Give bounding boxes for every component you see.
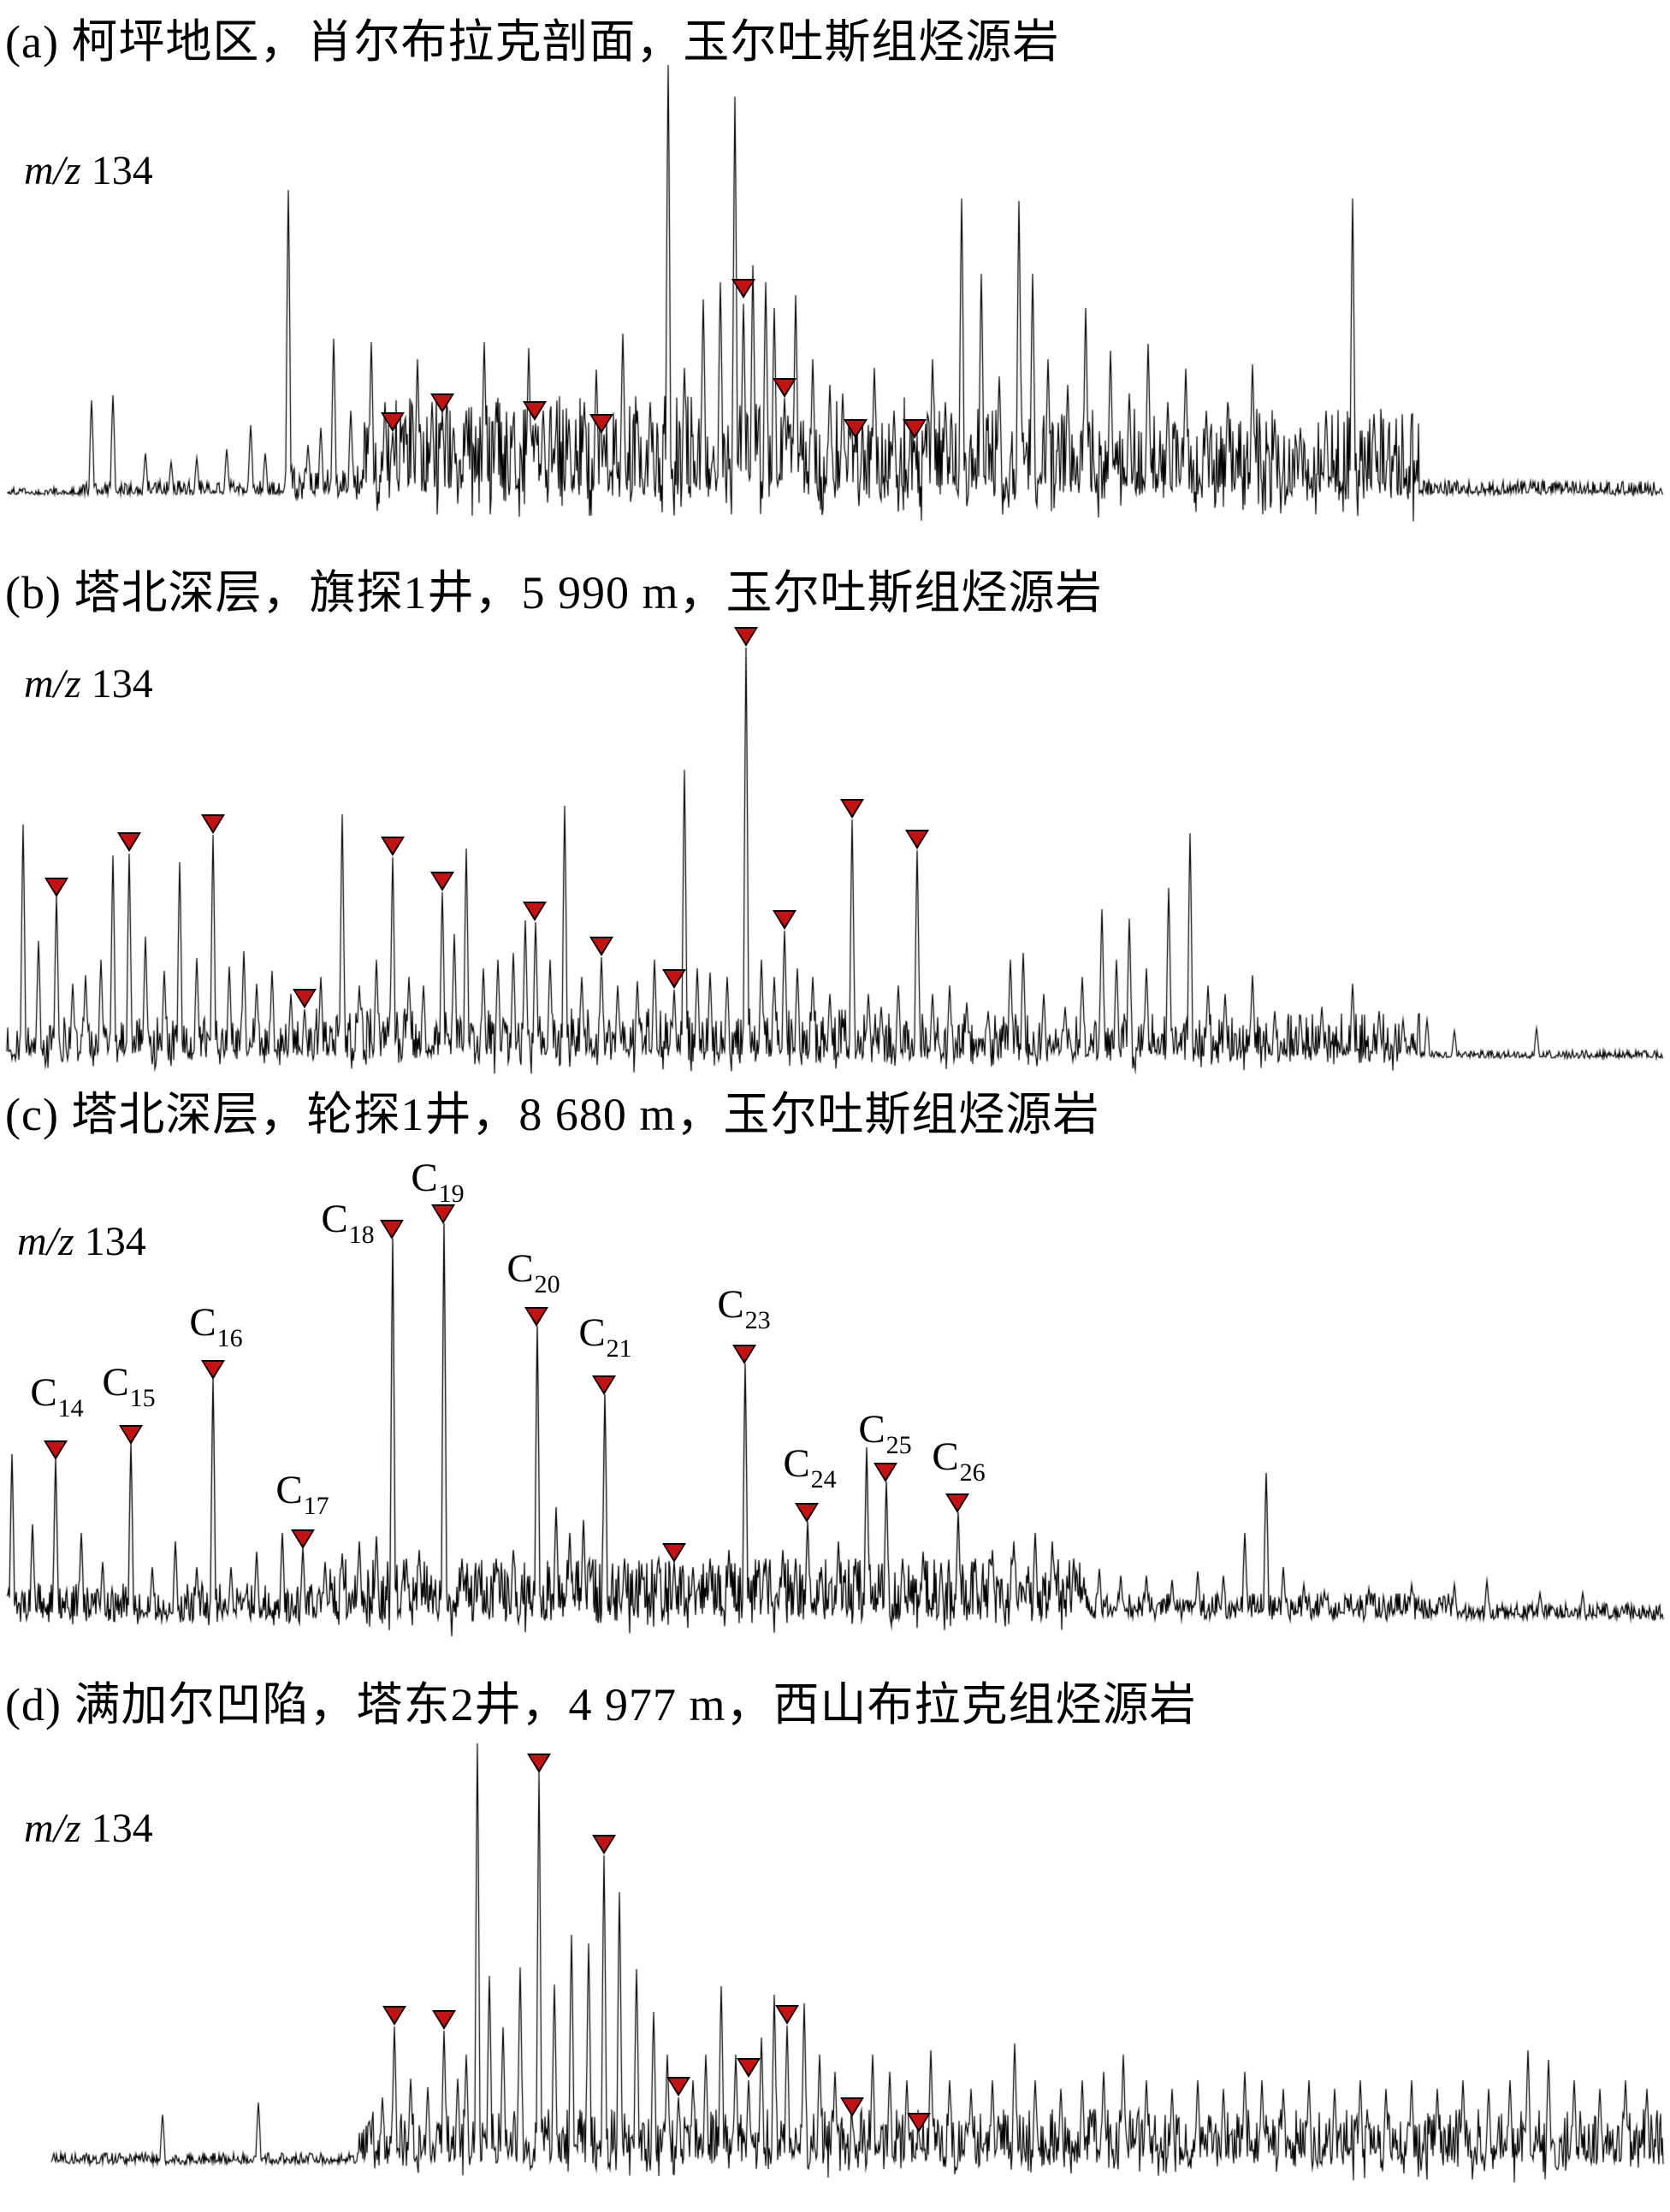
panel-a-mz-label: m/z 134 — [24, 147, 153, 194]
mz-value: 134 — [91, 148, 153, 193]
carbon-subscript: 23 — [744, 1306, 771, 1334]
carbon-symbol: C — [578, 1310, 606, 1355]
carbon-symbol: C — [858, 1407, 885, 1452]
carbon-number-label-c24: C24 — [783, 1440, 836, 1493]
carbon-symbol: C — [30, 1370, 57, 1415]
carbon-number-label-c23: C23 — [717, 1281, 770, 1334]
carbon-number-label-c18: C18 — [321, 1196, 374, 1249]
carbon-symbol: C — [506, 1246, 534, 1291]
carbon-subscript: 18 — [348, 1221, 375, 1249]
carbon-subscript: 21 — [606, 1334, 632, 1363]
mz-italic: m/z — [24, 661, 81, 707]
carbon-symbol: C — [189, 1300, 216, 1345]
carbon-symbol: C — [411, 1156, 438, 1200]
carbon-subscript: 16 — [216, 1324, 243, 1352]
carbon-subscript: 24 — [810, 1465, 837, 1493]
carbon-subscript: 20 — [534, 1270, 560, 1298]
panel-c-mz-label: m/z 134 — [17, 1218, 146, 1265]
carbon-subscript: 19 — [438, 1180, 465, 1208]
panel-b-title: (b) 塔北深层，旗探1井，5 990 m，玉尔吐斯组烃源岩 — [5, 567, 1103, 618]
panel-b-mz-label: m/z 134 — [24, 660, 153, 707]
carbon-symbol: C — [275, 1468, 303, 1512]
mz-italic: m/z — [24, 148, 81, 193]
panel-c-title: (c) 塔北深层，轮探1井，8 680 m，玉尔吐斯组烃源岩 — [5, 1089, 1100, 1140]
mz-value: 134 — [91, 661, 153, 707]
carbon-number-label-c20: C20 — [506, 1245, 560, 1298]
carbon-subscript: 26 — [959, 1458, 986, 1487]
carbon-subscript: 14 — [57, 1394, 84, 1422]
carbon-number-label-c16: C16 — [189, 1299, 242, 1352]
carbon-number-label-c26: C26 — [932, 1434, 985, 1487]
mz-italic: m/z — [24, 1806, 81, 1851]
carbon-subscript: 15 — [129, 1384, 156, 1412]
mz-value: 134 — [84, 1219, 146, 1264]
panel-d-title: (d) 满加尔凹陷，塔东2井，4 977 m，西山布拉克组烃源岩 — [5, 1679, 1197, 1730]
panel-a-title: (a) 柯坪地区，肖尔布拉克剖面，玉尔吐斯组烃源岩 — [5, 16, 1060, 68]
mz-italic: m/z — [17, 1219, 74, 1264]
carbon-number-label-c17: C17 — [275, 1467, 329, 1520]
mz-value: 134 — [91, 1806, 153, 1851]
carbon-subscript: 17 — [303, 1492, 329, 1520]
carbon-symbol: C — [717, 1282, 744, 1327]
carbon-symbol: C — [102, 1360, 129, 1405]
carbon-symbol: C — [932, 1434, 959, 1479]
carbon-number-label-c21: C21 — [578, 1310, 631, 1363]
carbon-number-label-c14: C14 — [30, 1369, 83, 1422]
carbon-symbol: C — [321, 1197, 348, 1241]
carbon-number-label-c25: C25 — [858, 1406, 911, 1459]
carbon-symbol: C — [783, 1441, 810, 1486]
carbon-subscript: 25 — [885, 1431, 912, 1459]
panel-d-mz-label: m/z 134 — [24, 1805, 153, 1852]
carbon-number-label-c19: C19 — [411, 1155, 464, 1208]
carbon-number-label-c15: C15 — [102, 1359, 155, 1412]
